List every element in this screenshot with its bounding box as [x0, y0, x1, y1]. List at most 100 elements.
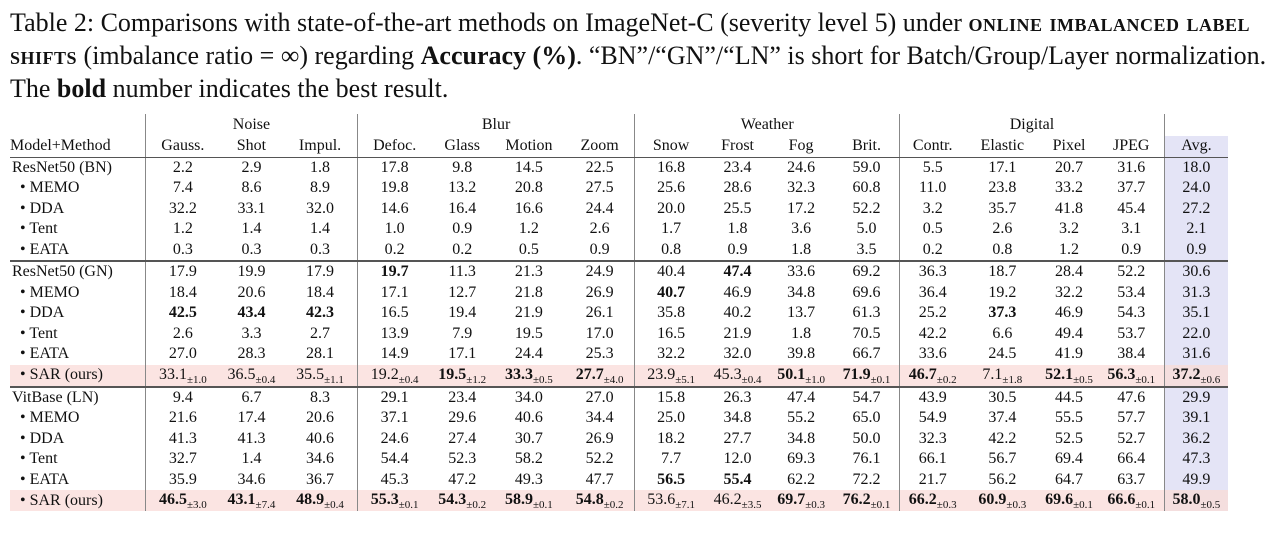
- cell-value: 31.6: [1182, 345, 1211, 363]
- table-cell: 42.3: [283, 303, 358, 324]
- table-cell: 41.3: [146, 429, 220, 450]
- table-cell: 24.4: [564, 198, 636, 219]
- table-cell: 1.2: [493, 219, 565, 240]
- cell-std: ±0.6: [1200, 373, 1221, 386]
- cell-value: 37.2: [1172, 365, 1201, 383]
- table-cell: 13.7: [768, 303, 834, 324]
- cell-value: 1.7: [661, 220, 682, 238]
- cell-value: 33.6: [787, 263, 816, 281]
- cell-value: 20.6: [306, 409, 335, 427]
- table-cell: 40.2: [707, 303, 768, 324]
- table-cell: 0.8: [965, 240, 1039, 262]
- row-label: • Tent: [10, 449, 147, 470]
- cell-value: 0.3: [241, 240, 262, 258]
- table-cell: 60.9±0.3: [965, 490, 1040, 511]
- table-cell: 29.1: [357, 385, 432, 408]
- table-cell: 65.0: [833, 408, 901, 429]
- table-cell: 69.2: [833, 260, 901, 283]
- table-cell: 46.2±3.5: [706, 490, 769, 511]
- table-cell: 56.3±0.1: [1098, 364, 1165, 387]
- cell-std: ±0.1: [870, 499, 891, 511]
- table-cell: 45.4: [1098, 198, 1165, 219]
- table-cell: 49.4: [1039, 324, 1098, 345]
- table-cell: 3.5: [833, 239, 901, 261]
- cell-value: 13.9: [380, 324, 409, 342]
- cell-value: 54.7: [852, 388, 881, 406]
- table-cell: 37.2±0.6: [1164, 364, 1228, 387]
- table-cell: 0.2: [357, 240, 431, 262]
- cell-value: 13.2: [448, 179, 477, 197]
- cell-value: 1.0: [384, 220, 405, 238]
- table-cell: 1.7: [635, 219, 707, 240]
- cell-value: 76.2: [842, 491, 871, 508]
- table-cell: 33.6: [900, 344, 966, 365]
- cell-value: 71.9: [842, 365, 871, 383]
- table-cell: 22.5: [564, 157, 636, 178]
- table-cell: 30.6: [1164, 260, 1228, 283]
- cell-value: 52.2: [852, 199, 881, 217]
- cell-value: 2.6: [992, 220, 1013, 238]
- cell-std: ±0.1: [1073, 499, 1093, 511]
- table-cell: 76.1: [833, 449, 901, 470]
- cell-value: 13.7: [787, 304, 816, 322]
- table-row: • EATA 27.0 28.3 28.1 14.9 17.1 24.4 25.3 32.2 32…: [10, 344, 1228, 365]
- cell-value: 0.2: [452, 240, 473, 258]
- cell-value: 2.6: [589, 220, 610, 238]
- cell-value: 34.8: [787, 429, 816, 447]
- cell-value: 22.0: [1182, 324, 1211, 342]
- table-cell: 32.0: [283, 198, 358, 219]
- table-cell: 70.5: [833, 323, 901, 344]
- table-cell: 31.6: [1098, 157, 1165, 178]
- table-cell: 2.2: [146, 157, 220, 178]
- cell-value: 0.3: [172, 240, 193, 258]
- table-cell: 69.6±0.1: [1039, 490, 1099, 511]
- cell-value: 28.6: [723, 179, 752, 197]
- cell-value: 35.9: [168, 470, 197, 488]
- table-cell: 34.8: [707, 408, 768, 429]
- table-cell: 27.7: [707, 429, 768, 450]
- table-cell: 20.6: [220, 283, 284, 304]
- cell-value: 55.3: [370, 491, 399, 508]
- table-cell: 17.1: [965, 157, 1039, 178]
- table-cell: 7.7: [635, 449, 707, 470]
- table-cell: 53.4: [1098, 282, 1165, 303]
- table-row: • DDA 41.3 41.3 40.6 24.6 27.4 30.7 26.9 18.2 27.…: [10, 428, 1228, 450]
- table-cell: 18.0: [1164, 157, 1228, 178]
- cell-value: 25.6: [657, 179, 686, 197]
- table-cell: 33.1: [220, 199, 284, 220]
- cell-value: 56.3: [1107, 365, 1136, 383]
- column-header-brit: Brit.: [833, 136, 901, 158]
- table-cell: 56.5: [635, 470, 707, 491]
- table-cell: 0.9: [707, 240, 768, 262]
- table-cell: 36.3: [899, 260, 966, 283]
- cell-value: 1.4: [241, 220, 262, 238]
- table-cell: 24.6: [768, 157, 834, 178]
- cell-value: 69.2: [852, 263, 881, 281]
- cell-value: 18.4: [306, 283, 335, 301]
- row-label: • MEMO: [10, 178, 147, 199]
- table-cell: 26.1: [564, 303, 636, 324]
- cell-value: 63.7: [1117, 470, 1146, 488]
- table-cell: 8.9: [283, 178, 358, 199]
- table-cell: 36.7: [283, 469, 358, 490]
- table-cell: 1.4: [220, 449, 284, 470]
- cell-value: 14.6: [380, 199, 409, 217]
- row-label: VitBase (LN): [10, 385, 147, 408]
- table-cell: 3.2: [1039, 219, 1098, 240]
- cell-value: 43.1: [227, 491, 256, 508]
- row-label: ResNet50 (GN): [10, 260, 147, 283]
- cell-value: 24.4: [585, 199, 614, 217]
- table-cell: 35.9: [146, 470, 220, 491]
- group-header-weather: Weather: [634, 114, 901, 136]
- table-cell: 34.6: [283, 449, 358, 470]
- table-cell: 0.9: [431, 219, 492, 240]
- cell-value: 20.6: [237, 283, 266, 301]
- cell-value: 52.2: [1117, 263, 1146, 281]
- table-cell: 66.2±0.3: [899, 490, 966, 511]
- cell-std: ±7.1: [675, 499, 695, 511]
- cell-value: 24.0: [1182, 179, 1211, 197]
- cell-std: ±0.5: [533, 373, 553, 386]
- cell-value: 6.7: [241, 388, 262, 406]
- table-cell: 20.0: [635, 199, 707, 220]
- table-cell: 66.4: [1098, 449, 1165, 470]
